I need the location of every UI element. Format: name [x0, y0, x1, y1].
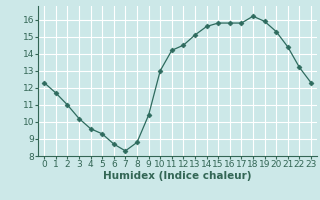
X-axis label: Humidex (Indice chaleur): Humidex (Indice chaleur) [103, 171, 252, 181]
